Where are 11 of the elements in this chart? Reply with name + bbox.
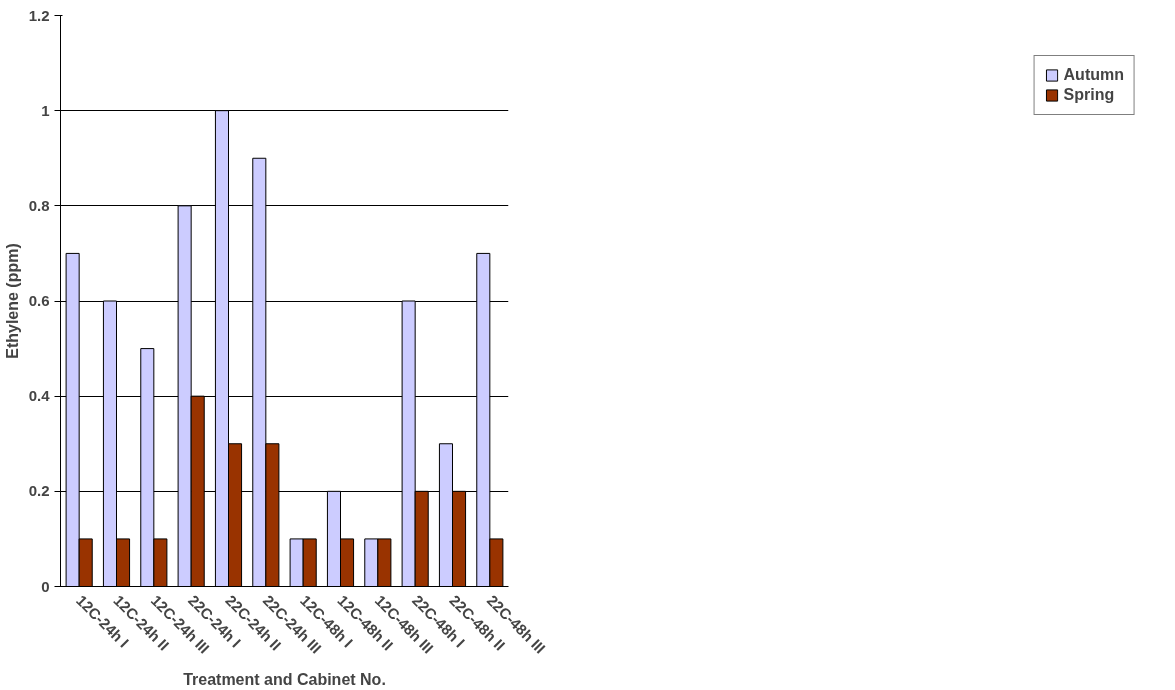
x-axis-title: Treatment and Cabinet No. <box>183 670 386 688</box>
y-tick-label: 0.4 <box>28 387 51 405</box>
y-tick-label: 1 <box>41 101 50 119</box>
y-tick-label: 0.2 <box>28 482 50 500</box>
y-tick-label: 0 <box>41 577 50 595</box>
y-axis-title: Ethylene (ppm) <box>3 243 21 359</box>
y-tick-label: 0.8 <box>28 196 50 214</box>
y-tick-label: 1.2 <box>28 6 50 24</box>
legend-label: Spring <box>1063 86 1115 104</box>
y-tick-label: 0.6 <box>28 292 50 309</box>
legend-label: Autumn <box>1063 66 1124 84</box>
